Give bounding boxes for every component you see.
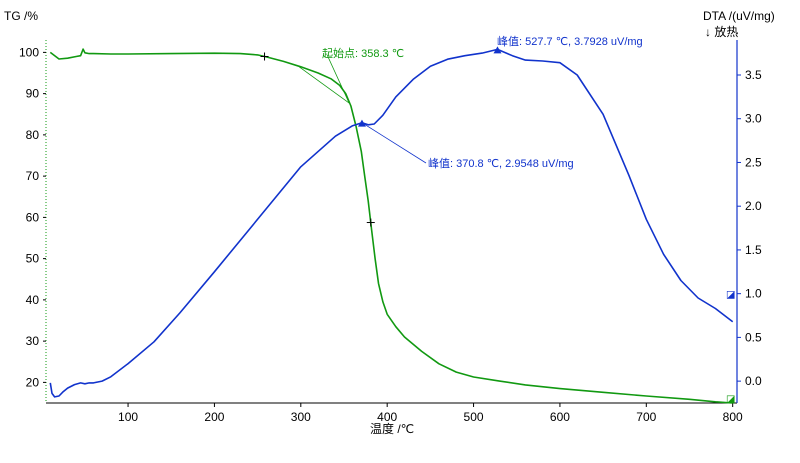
peak1-leader-line: [361, 122, 427, 164]
x-axis-title: 温度 /℃: [370, 421, 414, 436]
peak1-marker: [357, 119, 366, 127]
left-tick-label: 90: [26, 87, 40, 101]
left-tick-label: 30: [26, 334, 40, 348]
left-tick-label: 100: [19, 45, 39, 59]
peak2-label: 峰值: 527.7 ℃, 3.7928 uV/mg: [497, 35, 643, 48]
dta-series-line: [49, 48, 734, 398]
tg-end-marker: ◪: [726, 394, 735, 405]
x-tick-label: 500: [464, 410, 484, 424]
ticks-layer: 20 30 40 50 60 70 80 90 100 0.0 0.5 1.0 1.5 2.0 2.5 3.0…: [19, 45, 762, 424]
right-tick-label: 0.0: [745, 374, 762, 388]
x-tick-label: 800: [723, 410, 743, 424]
x-tick-label: 400: [377, 410, 397, 424]
right-tick-label: 2.5: [745, 155, 762, 169]
right-tick-label: 0.5: [745, 330, 762, 344]
left-tick-label: 20: [26, 375, 40, 389]
right-tick-label: 3.0: [745, 112, 762, 126]
left-tick-label: 80: [26, 128, 40, 142]
tg-series-line: [49, 48, 733, 404]
series-layer: [49, 46, 734, 404]
x-tick-label: 700: [636, 410, 656, 424]
onset-tangent-line: [298, 66, 350, 104]
left-axis-title: TG /%: [4, 9, 38, 23]
onset-label: 起始点: 358.3 ℃: [322, 46, 404, 60]
right-tick-label: 3.5: [745, 68, 762, 82]
right-axis-sublabel: ↓ 放热: [705, 24, 738, 39]
peak2-marker: [493, 46, 502, 54]
right-axis-title: DTA /(uV/mg): [703, 9, 775, 23]
x-tick-label: 200: [204, 410, 224, 424]
x-tick-label: 300: [291, 410, 311, 424]
x-tick-label: 100: [118, 410, 138, 424]
left-tick-label: 70: [26, 169, 40, 183]
left-tick-label: 40: [26, 293, 40, 307]
dta-end-marker: ◪: [726, 290, 735, 301]
left-tick-label: 60: [26, 210, 40, 224]
annotation-layer: 起始点: 358.3 ℃ 峰值: 370.8 ℃, 2.9548 uV/mg 峰…: [298, 35, 735, 405]
axes-layer: [45, 40, 738, 404]
right-tick-label: 1.0: [745, 287, 762, 301]
onset-leader-line: [326, 54, 350, 104]
peak1-label: 峰值: 370.8 ℃, 2.9548 uV/mg: [428, 157, 574, 170]
right-tick-label: 1.5: [745, 243, 762, 257]
right-tick-label: 2.0: [745, 199, 762, 213]
x-tick-label: 600: [550, 410, 570, 424]
left-tick-label: 50: [26, 252, 40, 266]
